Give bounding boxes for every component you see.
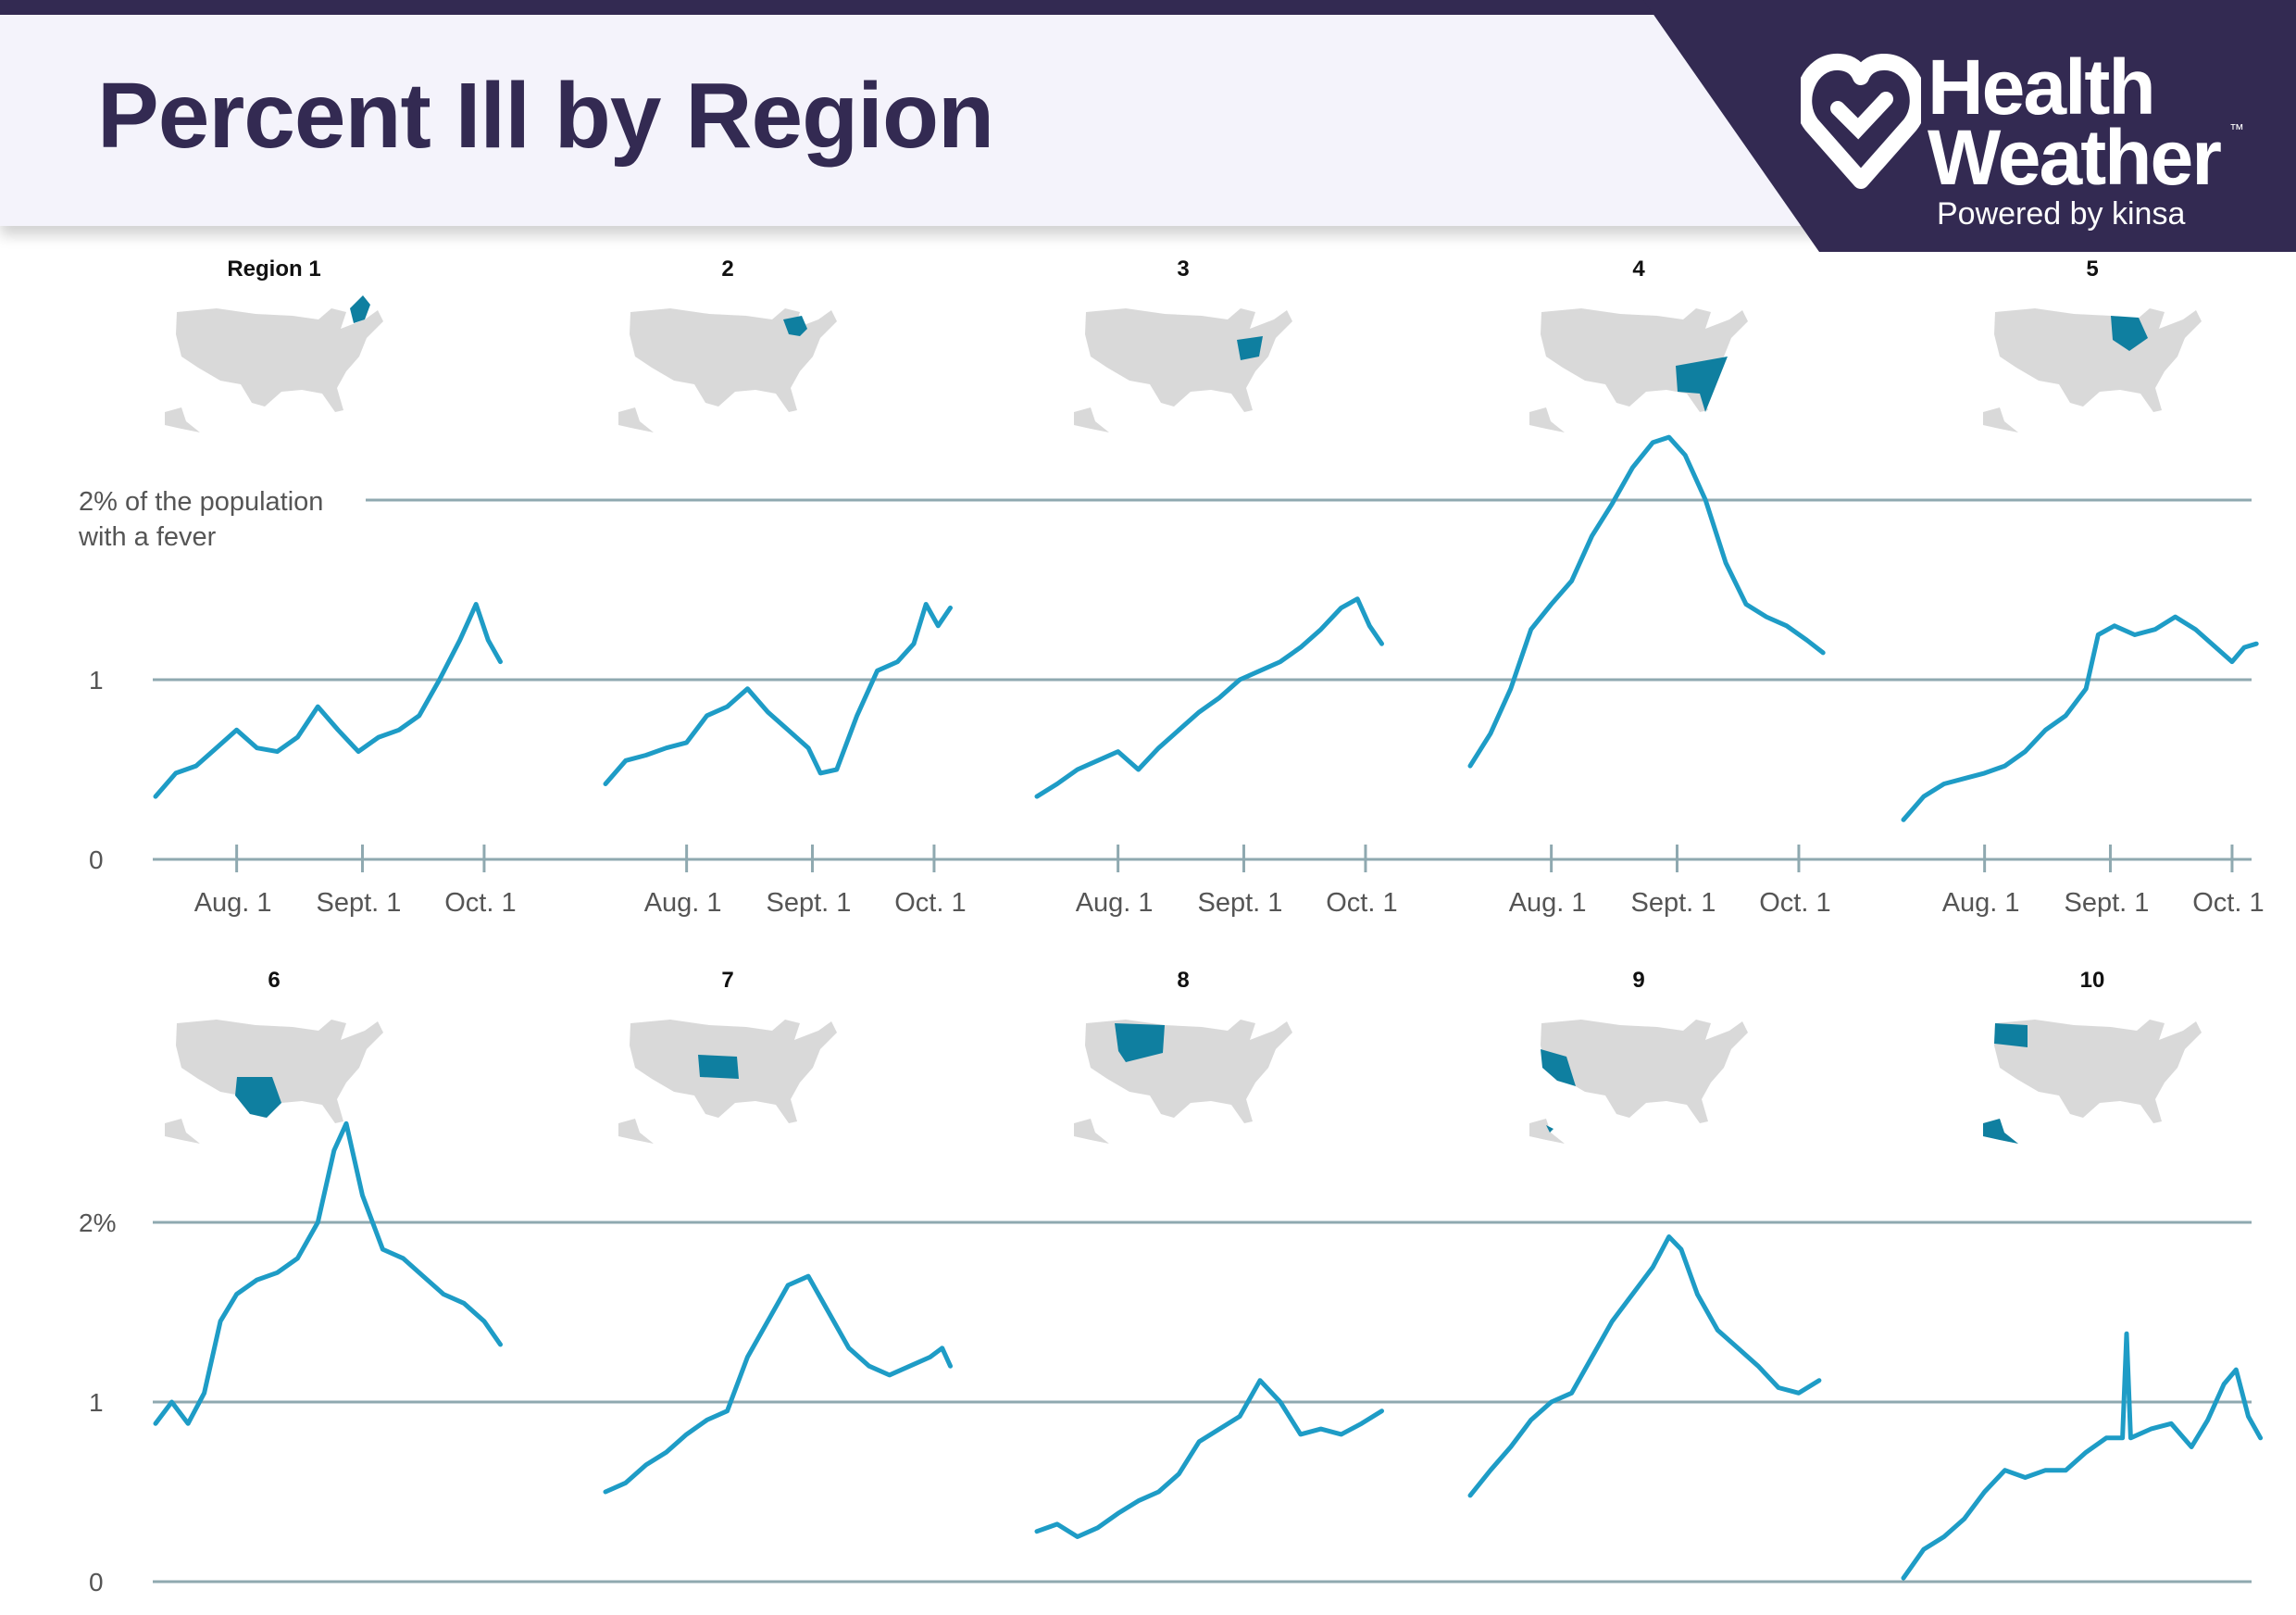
series-line — [603, 1273, 953, 1495]
header-banner — [0, 15, 1852, 226]
x-tick-label: Aug. 1 — [1076, 888, 1154, 918]
us-map-icon — [165, 295, 383, 432]
alaska-shape — [618, 407, 654, 432]
y-tick-label: 1 — [89, 666, 104, 695]
series-line — [1034, 596, 1384, 799]
region-label: 7 — [721, 968, 733, 993]
y-tick-label: 0 — [89, 1568, 104, 1596]
alaska-shape — [165, 1119, 200, 1144]
us-map-icon — [1983, 1020, 2202, 1144]
region-label: 8 — [1177, 968, 1189, 993]
region-label: 5 — [2086, 257, 2098, 282]
us-map-shape — [630, 308, 837, 412]
x-tick-label: Aug. 1 — [644, 888, 722, 918]
us-map-shape — [1994, 1020, 2202, 1123]
powered-by-label: Powered by kinsa — [1937, 196, 2186, 232]
alaska-shape — [1074, 1119, 1109, 1144]
us-map-shape — [1541, 1020, 1748, 1123]
x-tick-label: Oct. 1 — [2192, 888, 2264, 918]
x-tick-label: Aug. 1 — [1509, 888, 1587, 918]
us-map-icon — [165, 1020, 383, 1144]
x-tick-label: Oct. 1 — [1759, 888, 1830, 918]
brand-name-health: Health — [1928, 44, 2156, 131]
us-map-icon — [1983, 308, 2202, 432]
alaska-shape — [1983, 407, 2018, 432]
alaska-shape — [1529, 1119, 1565, 1144]
us-map-shape — [176, 308, 383, 412]
highlighted-region-shape — [235, 1077, 281, 1118]
series-line — [603, 602, 953, 786]
series-line — [1467, 1234, 1822, 1498]
x-tick-label: Oct. 1 — [1326, 888, 1397, 918]
highlighted-region-shape — [1676, 357, 1728, 412]
highlighted-region-shape — [698, 1055, 739, 1079]
y-tick-label: 2% — [79, 1208, 116, 1237]
x-tick-label: Oct. 1 — [444, 888, 516, 918]
us-map-icon — [1074, 308, 1292, 432]
x-tick-label: Aug. 1 — [1942, 888, 2020, 918]
series-line — [153, 1120, 503, 1426]
region-label: 9 — [1632, 968, 1644, 993]
region-label: 10 — [2080, 968, 2105, 993]
x-tick-label: Oct. 1 — [894, 888, 966, 918]
highlighted-region-shape — [2111, 316, 2148, 351]
us-map-icon — [618, 308, 837, 432]
highlighted-region-shape — [1983, 1023, 2028, 1144]
region-label: 2 — [721, 257, 733, 282]
highlighted-region-shape — [350, 295, 370, 323]
series-line — [1901, 614, 2259, 822]
us-map-icon — [1074, 1020, 1292, 1144]
alaska-shape — [618, 1119, 654, 1144]
us-map-icon — [618, 1020, 837, 1144]
y-tick-label: 0 — [89, 845, 104, 874]
note-label-line: 2% of the population — [79, 487, 323, 517]
heart-logo-icon — [1801, 54, 1921, 189]
region-label: 4 — [1632, 257, 1645, 282]
us-map-shape — [1085, 308, 1292, 412]
highlighted-region-shape — [1237, 336, 1263, 360]
alaska-shape — [165, 407, 200, 432]
x-tick-label: Sept. 1 — [2065, 888, 2150, 918]
highlighted-region-shape — [783, 316, 807, 336]
us-map-shape — [1085, 1020, 1292, 1123]
region-label: 3 — [1177, 257, 1189, 282]
x-tick-label: Aug. 1 — [194, 888, 272, 918]
page-title: Percent Ill by Region — [97, 64, 994, 168]
us-map-icon — [1529, 308, 1748, 432]
x-tick-label: Sept. 1 — [1631, 888, 1716, 918]
us-map-shape — [176, 1020, 383, 1123]
highlighted-region-shape — [1115, 1023, 1165, 1062]
region-label: Region 1 — [227, 257, 320, 282]
series-line — [153, 602, 503, 799]
region-label: 6 — [268, 968, 280, 993]
trademark-mark: ™ — [2229, 122, 2244, 138]
brand-name-weather: Weather — [1928, 114, 2222, 201]
x-tick-label: Sept. 1 — [317, 888, 402, 918]
highlighted-region-shape — [1541, 1049, 1576, 1133]
series-line — [1901, 1331, 2264, 1581]
alaska-shape — [1074, 407, 1109, 432]
series-line — [1467, 434, 1826, 769]
x-tick-label: Sept. 1 — [767, 888, 852, 918]
alaska-shape — [1529, 407, 1565, 432]
note-label-line: with a fever — [78, 522, 217, 552]
y-tick-label: 1 — [89, 1388, 104, 1417]
series-line — [1034, 1378, 1384, 1539]
us-map-shape — [1994, 308, 2202, 412]
us-map-icon — [1529, 1020, 1748, 1144]
x-tick-label: Sept. 1 — [1198, 888, 1283, 918]
